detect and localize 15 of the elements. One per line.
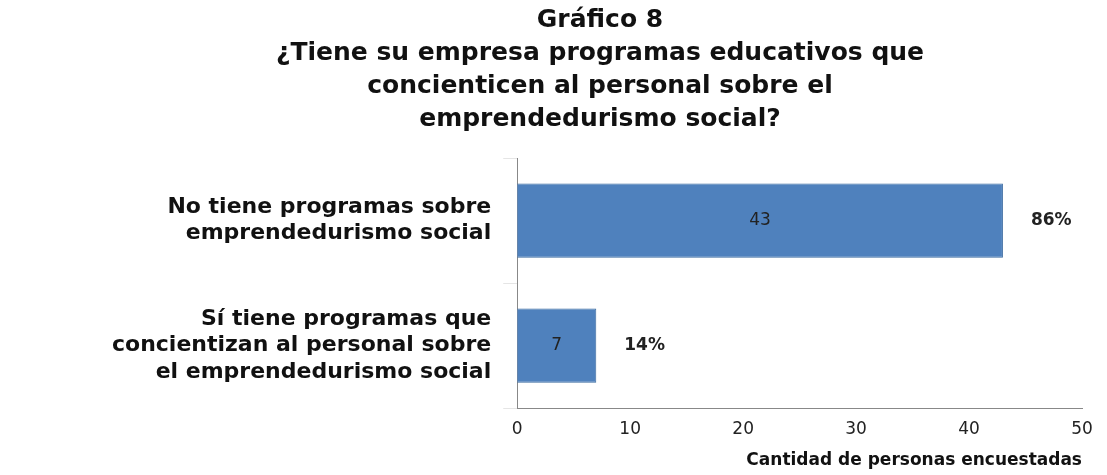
- y-tick-label: Sí tiene programas que concientizan al personal sobre el emprendedurismo social: [111, 304, 492, 383]
- y-tick-label: No tiene programas sobre emprendedurismo social: [167, 193, 492, 245]
- chart-subtitle: ¿Tiene su empresa programas educativos que concienticen al personal sobre el emprendedurismo social?: [274, 36, 926, 134]
- annotation: 14%: [624, 334, 665, 355]
- chart-title: Gráfico 8: [535, 3, 665, 35]
- x-tick-label: 40: [958, 417, 980, 438]
- x-tick-label: 50: [1071, 417, 1093, 438]
- x-tick-label: 20: [732, 417, 754, 438]
- x-axis-title: Cantidad de personas encuestadas: [746, 449, 1082, 470]
- data-label: 43: [749, 208, 771, 229]
- x-tick-label: 30: [845, 417, 867, 438]
- data-label: 7: [551, 334, 563, 355]
- annotation: 86%: [1030, 208, 1072, 229]
- x-tick-label: 10: [619, 417, 641, 438]
- x-tick-label: 0: [511, 417, 523, 438]
